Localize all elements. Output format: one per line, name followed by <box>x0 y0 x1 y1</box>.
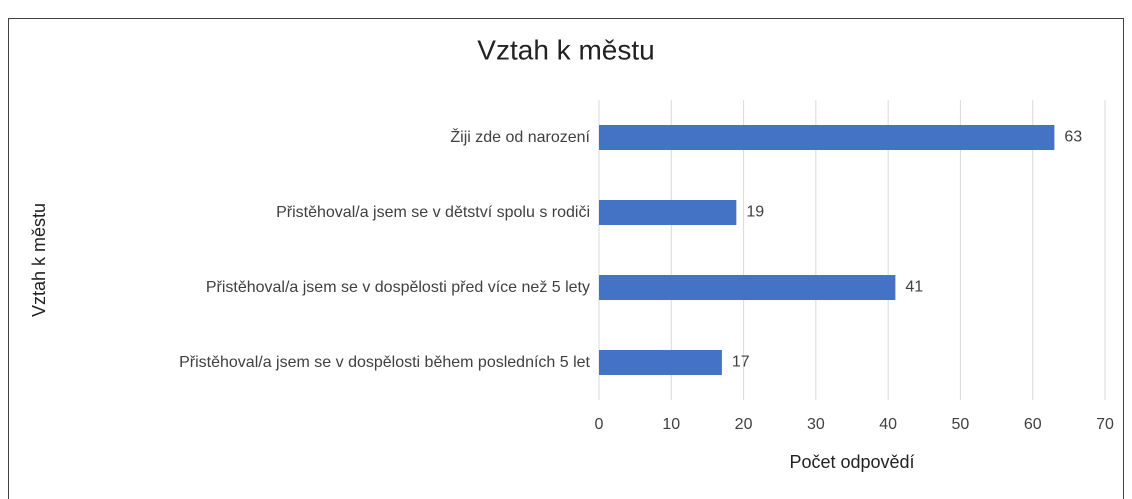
y-tick-label-box: Přistěhoval/a jsem se v dospělosti před … <box>50 228 590 348</box>
chart-title: Vztah k městu <box>477 34 654 65</box>
x-axis-label: Počet odpovědí <box>789 452 914 472</box>
y-tick-label-wrap: Přistěhoval/a jsem se v dětství spolu s … <box>50 153 590 273</box>
bar <box>599 350 722 375</box>
bar <box>599 200 737 225</box>
x-tick-label: 10 <box>662 416 680 433</box>
x-tick-label: 30 <box>807 416 825 433</box>
x-tick-label: 50 <box>952 416 970 433</box>
y-tick-label-box: Přistěhoval/a jsem se v dospělosti během… <box>50 303 590 423</box>
y-tick-label-wrap: Žiji zde od narození <box>50 78 590 198</box>
value-label: 41 <box>905 279 923 296</box>
y-tick-label-wrap: Přistěhoval/a jsem se v dospělosti během… <box>50 303 590 423</box>
value-label: 19 <box>746 204 764 221</box>
x-tick-label: 20 <box>735 416 753 433</box>
y-tick-label: Přistěhoval/a jsem se v dospělosti během… <box>179 353 590 371</box>
y-tick-label-wrap: Přistěhoval/a jsem se v dospělosti před … <box>50 228 590 348</box>
y-axis-label: Vztah k městu <box>29 203 49 317</box>
x-tick-label: 0 <box>595 416 604 433</box>
y-tick-label: Žiji zde od narození <box>450 128 590 146</box>
y-tick-label-box: Žiji zde od narození <box>50 78 590 198</box>
x-tick-label: 40 <box>879 416 897 433</box>
y-tick-label: Přistěhoval/a jsem se v dětství spolu s … <box>276 203 590 221</box>
chart-border <box>8 18 1124 499</box>
y-tick-label: Přistěhoval/a jsem se v dospělosti před … <box>205 278 590 296</box>
x-tick-label: 60 <box>1024 416 1042 433</box>
bar <box>599 275 896 300</box>
value-label: 17 <box>732 354 750 371</box>
value-label: 63 <box>1064 129 1082 146</box>
x-tick-label: 70 <box>1096 416 1114 433</box>
y-tick-label-box: Přistěhoval/a jsem se v dětství spolu s … <box>50 153 590 273</box>
bar <box>599 125 1055 150</box>
